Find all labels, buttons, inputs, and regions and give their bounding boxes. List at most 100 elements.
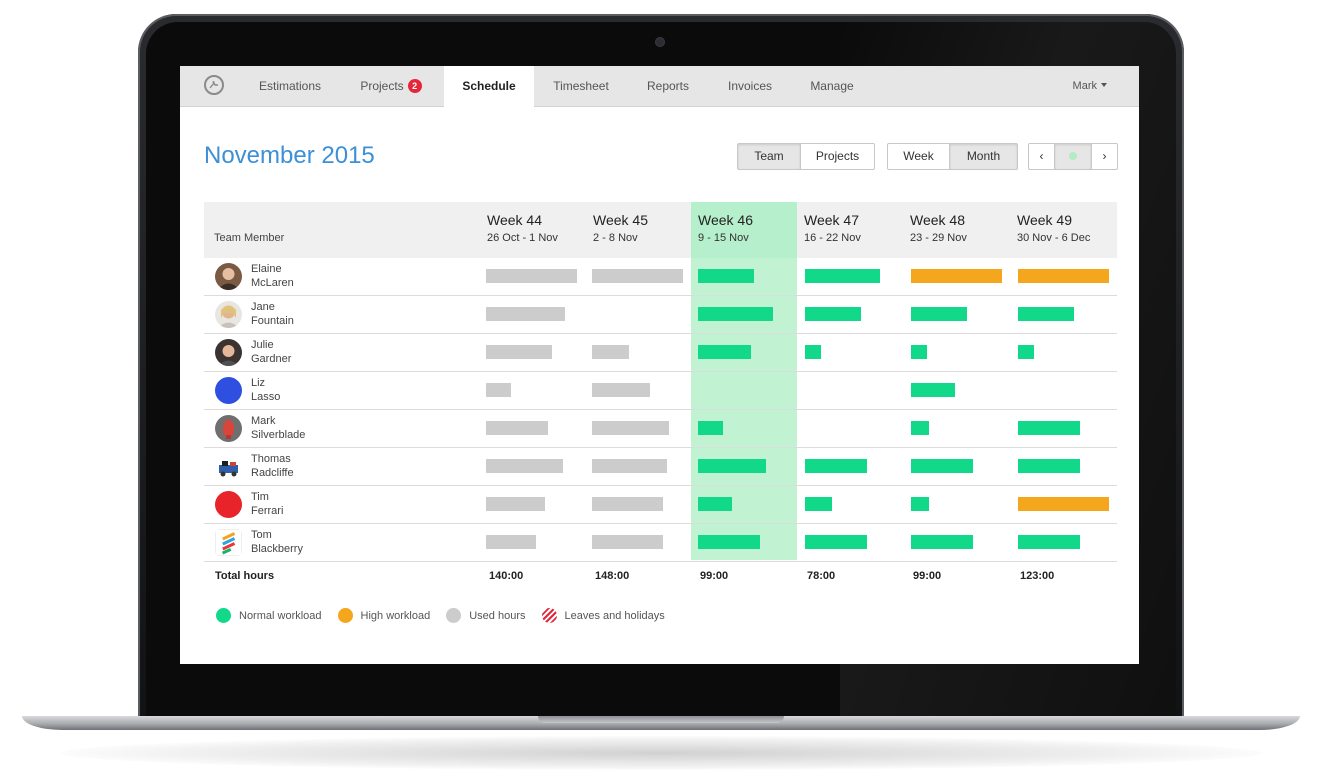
- normal-workload-bar[interactable]: [698, 345, 751, 359]
- nav-schedule[interactable]: Schedule: [444, 66, 534, 107]
- member-name: Elaine McLaren: [251, 262, 294, 290]
- week-header[interactable]: Week 45 2 - 8 Nov: [586, 202, 692, 258]
- used-workload-bar[interactable]: [592, 269, 683, 283]
- normal-workload-bar[interactable]: [805, 345, 821, 359]
- laptop-base: [22, 716, 1300, 730]
- normal-workload-bar[interactable]: [1018, 345, 1034, 359]
- normal-workload-bar[interactable]: [805, 459, 867, 473]
- normal-workload-bar[interactable]: [698, 535, 760, 549]
- used-workload-bar[interactable]: [486, 345, 552, 359]
- member-row[interactable]: Julie Gardner: [204, 334, 1117, 372]
- projects-view-button[interactable]: Projects: [801, 143, 875, 170]
- normal-workload-bar[interactable]: [698, 307, 773, 321]
- normal-workload-bar[interactable]: [698, 421, 723, 435]
- team-view-button[interactable]: Team: [737, 143, 801, 170]
- week-header-current[interactable]: Week 46 9 - 15 Nov: [691, 202, 797, 258]
- normal-workload-bar[interactable]: [805, 497, 832, 511]
- normal-workload-bar[interactable]: [911, 459, 973, 473]
- avatar[interactable]: [215, 339, 242, 366]
- app-screen: Estimations Projects 2 Schedule Timesheet…: [180, 66, 1139, 664]
- week-header[interactable]: Week 47 16 - 22 Nov: [797, 202, 903, 258]
- avatar[interactable]: [215, 377, 242, 404]
- normal-workload-bar[interactable]: [805, 269, 880, 283]
- month-period-button[interactable]: Month: [950, 143, 1018, 170]
- avatar[interactable]: [215, 263, 242, 290]
- member-row[interactable]: Thomas Radcliffe: [204, 448, 1117, 486]
- week-total: 148:00: [595, 570, 630, 582]
- normal-workload-bar[interactable]: [911, 497, 929, 511]
- nav-estimations[interactable]: Estimations: [246, 66, 334, 106]
- member-row[interactable]: Mark Silverblade: [204, 410, 1117, 448]
- normal-workload-bar[interactable]: [805, 535, 867, 549]
- normal-workload-bar[interactable]: [805, 307, 861, 321]
- nav-manage[interactable]: Manage: [794, 66, 870, 106]
- used-workload-bar[interactable]: [486, 459, 563, 473]
- avatar[interactable]: [215, 301, 242, 328]
- member-last-name: McLaren: [251, 277, 294, 289]
- high-workload-bar[interactable]: [1018, 497, 1109, 511]
- used-workload-bar[interactable]: [486, 497, 545, 511]
- week-dates: 9 - 15 Nov: [698, 232, 749, 244]
- used-workload-bar[interactable]: [486, 307, 565, 321]
- used-workload-bar[interactable]: [486, 421, 548, 435]
- normal-workload-bar[interactable]: [1018, 535, 1080, 549]
- high-workload-bar[interactable]: [1018, 269, 1109, 283]
- normal-workload-bar[interactable]: [1018, 459, 1080, 473]
- used-workload-bar[interactable]: [486, 535, 536, 549]
- user-menu[interactable]: Mark: [1073, 66, 1107, 106]
- nav-reports[interactable]: Reports: [630, 66, 706, 106]
- normal-workload-bar[interactable]: [911, 383, 955, 397]
- normal-workload-bar[interactable]: [1018, 421, 1080, 435]
- member-last-name: Lasso: [251, 391, 281, 403]
- used-workload-bar[interactable]: [592, 497, 663, 511]
- member-row[interactable]: Liz Lasso: [204, 372, 1117, 410]
- week-header[interactable]: Week 48 23 - 29 Nov: [903, 202, 1009, 258]
- week-header[interactable]: Week 49 30 Nov - 6 Dec: [1010, 202, 1117, 258]
- nav-invoices[interactable]: Invoices: [712, 66, 788, 106]
- week-title: Week 49: [1017, 212, 1072, 228]
- prev-button[interactable]: ‹: [1028, 143, 1055, 170]
- legend-label: High workload: [360, 609, 431, 622]
- member-last-name: Gardner: [251, 353, 292, 365]
- normal-workload-bar[interactable]: [911, 535, 973, 549]
- member-row[interactable]: Tim Ferrari: [204, 486, 1117, 524]
- normal-workload-bar[interactable]: [911, 307, 967, 321]
- member-first-name: Julie: [251, 339, 274, 351]
- normal-workload-bar[interactable]: [698, 269, 754, 283]
- next-button[interactable]: ›: [1092, 143, 1118, 170]
- week-header[interactable]: Week 44 26 Oct - 1 Nov: [480, 202, 586, 258]
- avatar[interactable]: [215, 491, 242, 518]
- used-workload-bar[interactable]: [592, 421, 669, 435]
- nav-schedule-label: Schedule: [462, 79, 516, 93]
- week-dates: 16 - 22 Nov: [804, 232, 861, 244]
- nav-timesheet[interactable]: Timesheet: [536, 66, 626, 106]
- nav-invoices-label: Invoices: [727, 79, 773, 93]
- normal-workload-bar[interactable]: [1018, 307, 1074, 321]
- used-workload-bar[interactable]: [486, 383, 511, 397]
- used-workload-bar[interactable]: [592, 535, 663, 549]
- member-row[interactable]: Elaine McLaren: [204, 258, 1117, 296]
- high-workload-bar[interactable]: [911, 269, 1002, 283]
- member-row[interactable]: Jane Fountain: [204, 296, 1117, 334]
- nav-projects[interactable]: Projects 2: [346, 66, 436, 106]
- app-logo-icon[interactable]: [204, 75, 224, 95]
- avatar[interactable]: [215, 529, 242, 556]
- avatar[interactable]: [215, 453, 242, 480]
- used-workload-bar[interactable]: [592, 459, 667, 473]
- week-total: 99:00: [700, 570, 729, 582]
- today-button[interactable]: [1055, 143, 1092, 170]
- used-workload-bar[interactable]: [592, 383, 650, 397]
- member-row[interactable]: Tom Blackberry: [204, 524, 1117, 562]
- week-period-button[interactable]: Week: [887, 143, 950, 170]
- member-last-name: Silverblade: [251, 429, 306, 441]
- normal-workload-bar[interactable]: [698, 497, 732, 511]
- normal-workload-bar[interactable]: [911, 345, 927, 359]
- used-workload-bar[interactable]: [486, 269, 577, 283]
- normal-workload-bar[interactable]: [911, 421, 929, 435]
- week-total: 123:00: [1020, 570, 1055, 582]
- used-workload-bar[interactable]: [592, 345, 629, 359]
- legend-normal: Normal workload: [216, 608, 322, 623]
- week-total: 99:00: [913, 570, 942, 582]
- avatar[interactable]: [215, 415, 242, 442]
- normal-workload-bar[interactable]: [698, 459, 766, 473]
